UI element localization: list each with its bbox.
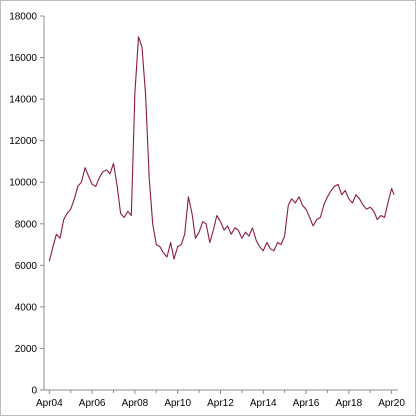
- y-tick-label: 6000: [15, 261, 38, 272]
- x-tick-label: Apr06: [79, 398, 106, 409]
- x-tick-label: Apr16: [293, 398, 320, 409]
- x-tick-label: Apr10: [164, 398, 191, 409]
- y-tick-label: 10000: [9, 178, 37, 189]
- y-tick-label: 18000: [9, 12, 37, 23]
- y-tick-label: 8000: [15, 219, 38, 230]
- x-axis: Apr04 Apr06 Apr08 Apr10 Apr12 Apr14 Apr16 Apr18…: [36, 389, 405, 409]
- y-tick-label: 12000: [9, 136, 37, 147]
- x-tick-label: Apr12: [207, 398, 234, 409]
- y-tick-label: 4000: [15, 302, 38, 313]
- y-tick-label: 14000: [9, 95, 37, 106]
- x-tick-label: Apr20: [378, 398, 405, 409]
- y-tick-label: 0: [31, 386, 37, 397]
- y-axis: 0 2000 4000 6000 8000 10000 12000 14000 16000 180…: [9, 12, 45, 397]
- y-tick-label: 2000: [15, 344, 38, 355]
- x-tick-label: Apr18: [335, 398, 362, 409]
- y-tick-label: 16000: [9, 53, 37, 64]
- series-lines: [48, 36, 395, 262]
- x-tick-label: Apr04: [36, 398, 63, 409]
- x-tick-label: Apr08: [122, 398, 149, 409]
- x-tick-label: Apr14: [250, 398, 277, 409]
- series-line: [48, 36, 395, 262]
